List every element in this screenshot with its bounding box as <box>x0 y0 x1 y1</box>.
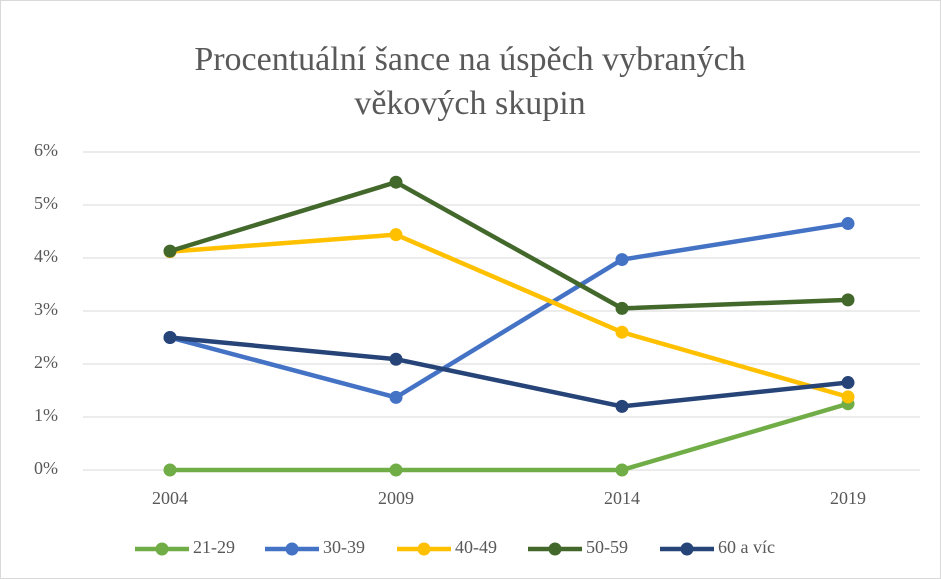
legend-label: 50-59 <box>586 537 628 557</box>
data-point <box>615 301 629 315</box>
y-tick-label: 6% <box>34 140 58 160</box>
data-point <box>615 253 629 267</box>
legend-marker <box>680 542 694 556</box>
data-point <box>841 217 855 231</box>
series-line <box>169 179 849 311</box>
data-point <box>389 352 403 366</box>
legend-label: 40-49 <box>455 537 497 557</box>
legend-marker <box>548 542 562 556</box>
data-point <box>163 331 177 344</box>
series-line <box>170 401 849 473</box>
y-tick-label: 5% <box>34 193 58 213</box>
data-point <box>841 376 855 390</box>
series-line <box>169 221 849 400</box>
legend-marker <box>285 542 299 556</box>
x-tick-label: 2009 <box>378 488 414 508</box>
x-tick-label: 2004 <box>152 488 188 508</box>
y-tick-label: 2% <box>34 352 58 372</box>
data-point <box>389 463 403 477</box>
data-point <box>615 325 629 339</box>
data-point <box>389 390 403 404</box>
data-point <box>163 463 177 477</box>
data-point <box>163 244 177 258</box>
legend-label: 30-39 <box>323 537 365 557</box>
y-tick-label: 3% <box>34 299 58 319</box>
y-tick-label: 0% <box>34 458 58 478</box>
y-tick-label: 1% <box>34 405 58 425</box>
data-point <box>841 293 855 307</box>
legend-label: 21-29 <box>193 537 235 557</box>
series-line <box>169 232 849 400</box>
data-point <box>389 175 403 189</box>
data-point <box>615 463 629 477</box>
data-point <box>389 228 403 242</box>
data-point <box>615 399 629 413</box>
legend-marker <box>155 542 169 556</box>
data-point <box>841 390 855 404</box>
x-tick-label: 2019 <box>830 488 866 508</box>
chart-title: Procentuální šance na úspěch vybraných v… <box>194 41 746 122</box>
y-tick-label: 4% <box>34 246 58 266</box>
x-tick-label: 2014 <box>604 488 640 508</box>
legend-label: 60 a víc <box>718 537 775 557</box>
series-line <box>169 335 849 409</box>
legend-marker <box>417 542 431 556</box>
